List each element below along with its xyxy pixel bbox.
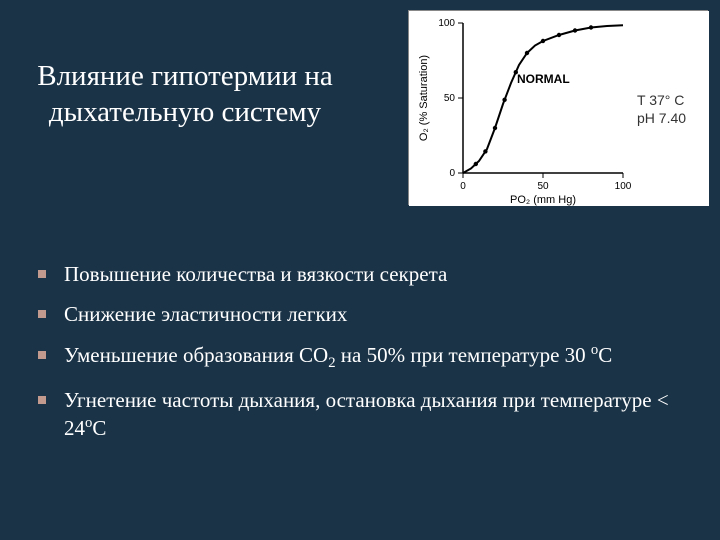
bullet-item: Снижение эластичности легких <box>38 300 678 328</box>
svg-text:50: 50 <box>537 181 549 192</box>
svg-text:100: 100 <box>438 18 455 29</box>
slide-title: Влияние гипотермии на дыхательную систем… <box>10 58 360 131</box>
o2-dissociation-chart: 0 50 100 0 50 100 PΟ₂ (mm Hg) O₂ (% Saturation)… <box>408 10 708 205</box>
bullet-list: Повышение количества и вязкости секрета С… <box>38 260 678 454</box>
svg-text:100: 100 <box>615 181 632 192</box>
bullet-item: Уменьшение образования СО2 на 50% при те… <box>38 341 678 374</box>
chart-annotation: T 37° CpH 7.40 <box>637 91 686 127</box>
bullet-item: Угнетение частоты дыхания, остановка дых… <box>38 386 678 443</box>
bullet-item: Повышение количества и вязкости секрета <box>38 260 678 288</box>
svg-text:NORMAL: NORMAL <box>517 72 570 86</box>
svg-text:50: 50 <box>444 93 456 104</box>
svg-text:O₂ (% Saturation): O₂ (% Saturation) <box>418 55 430 141</box>
svg-text:PΟ₂ (mm Hg): PΟ₂ (mm Hg) <box>510 194 576 206</box>
svg-text:0: 0 <box>460 181 466 192</box>
svg-text:0: 0 <box>449 168 455 179</box>
